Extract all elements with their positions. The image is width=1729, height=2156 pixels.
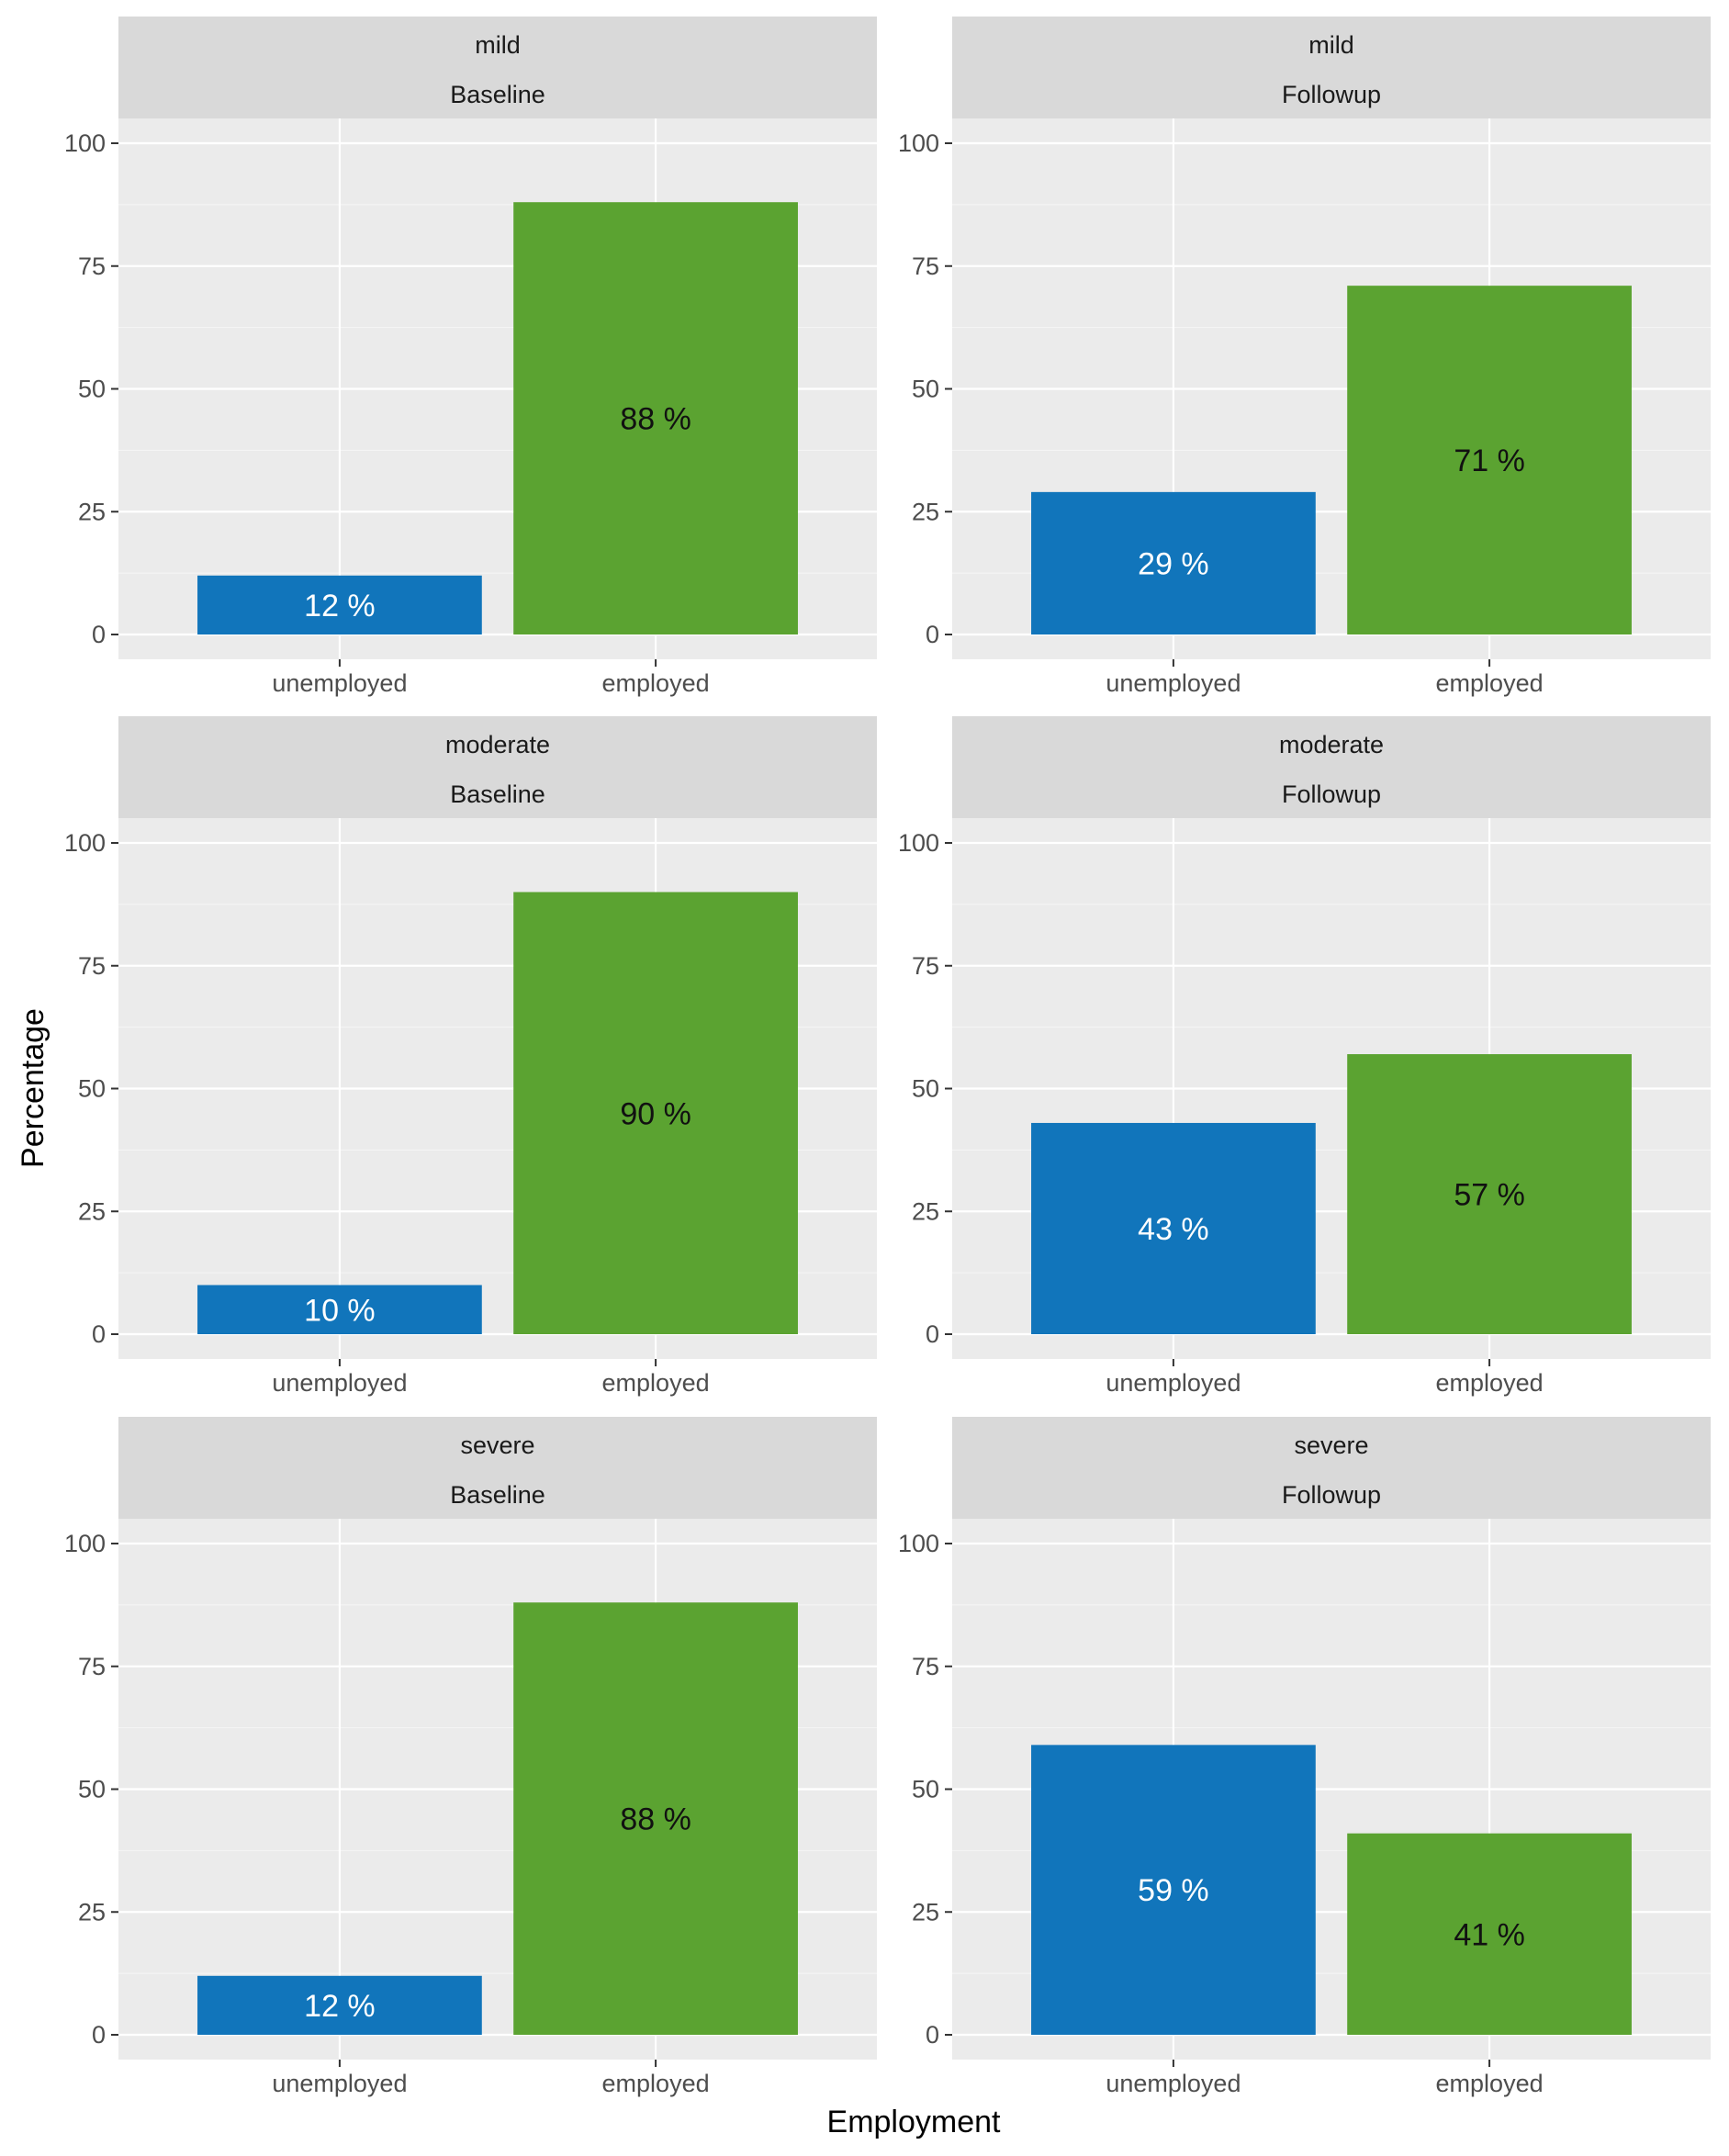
facet-strip-severity: severe	[460, 1432, 534, 1459]
facet-strip-severity: mild	[475, 31, 521, 59]
bar-data-label: 29 %	[1138, 546, 1209, 581]
x-tick-label: employed	[602, 2070, 710, 2097]
facet-strip	[952, 17, 1711, 118]
y-tick-label: 25	[78, 1197, 106, 1225]
bar-employed	[513, 202, 798, 634]
facet-panel-mild-baseline: mild Baseline 0 25 50 75 100 12 % unemployed 88 %…	[64, 17, 877, 697]
bar-data-label: 41 %	[1454, 1917, 1525, 1952]
bar-data-label: 59 %	[1138, 1873, 1209, 1908]
facet-strip-severity: severe	[1294, 1432, 1368, 1459]
y-tick-label: 100	[898, 829, 939, 857]
facet-panel-severe-baseline: severe Baseline 0 25 50 75 100 12 % unemployed 88…	[64, 1417, 877, 2097]
y-tick-label: 75	[912, 1653, 939, 1680]
x-tick-label: employed	[602, 669, 710, 697]
x-tick-label: unemployed	[1106, 669, 1241, 697]
x-tick-label: employed	[1436, 2070, 1544, 2097]
facet-strip-severity: moderate	[445, 731, 550, 758]
facet-strip-timepoint: Followup	[1282, 780, 1381, 808]
facet-strip-timepoint: Baseline	[450, 1481, 545, 1509]
y-tick-label: 50	[912, 1776, 939, 1803]
facet-strip	[952, 1417, 1711, 1519]
bar-data-label: 88 %	[620, 402, 691, 437]
y-tick-label: 50	[912, 1075, 939, 1103]
y-tick-label: 100	[64, 129, 106, 157]
y-tick-label: 75	[78, 952, 106, 980]
x-tick-label: unemployed	[272, 1369, 407, 1397]
facet-strip	[118, 716, 877, 818]
bar-employed	[1347, 286, 1632, 634]
y-tick-label: 0	[92, 1320, 106, 1348]
y-tick-label: 0	[926, 621, 939, 648]
y-tick-label: 25	[912, 1898, 939, 1926]
x-tick-label: employed	[602, 1369, 710, 1397]
bar-unemployed	[197, 1285, 482, 1334]
y-tick-label: 100	[898, 129, 939, 157]
facet-strip-timepoint: Baseline	[450, 780, 545, 808]
bar-employed	[513, 1602, 798, 2035]
x-tick-label: unemployed	[272, 669, 407, 697]
bar-unemployed	[1031, 1745, 1316, 2035]
bar-unemployed	[197, 1975, 482, 2035]
facet-panel-moderate-followup: moderate Followup 0 25 50 75 100 43 % unemployed…	[898, 716, 1711, 1397]
facet-panel-severe-followup: severe Followup 0 25 50 75 100 59 % unemployed 41…	[898, 1417, 1711, 2097]
y-tick-label: 75	[78, 253, 106, 280]
bar-employed	[1347, 1833, 1632, 2035]
y-tick-label: 100	[64, 1530, 106, 1557]
panels-layer: mild Baseline 0 25 50 75 100 12 % unemployed 88 %…	[64, 17, 1711, 2097]
bar-data-label: 71 %	[1454, 444, 1525, 478]
y-tick-label: 50	[78, 1075, 106, 1103]
bar-unemployed	[1031, 491, 1316, 634]
y-tick-label: 0	[926, 2021, 939, 2049]
facet-panel-moderate-baseline: moderate Baseline 0 25 50 75 100 10 % unemployed…	[64, 716, 877, 1397]
y-tick-label: 75	[912, 253, 939, 280]
bar-data-label: 12 %	[304, 1989, 376, 2024]
y-tick-label: 100	[64, 829, 106, 857]
bar-unemployed	[197, 575, 482, 634]
bar-unemployed	[1031, 1122, 1316, 1334]
facet-strip-severity: moderate	[1279, 731, 1384, 758]
bar-data-label: 12 %	[304, 589, 376, 623]
bar-data-label: 90 %	[620, 1096, 691, 1131]
facet-strip-timepoint: Followup	[1282, 81, 1381, 108]
bar-data-label: 10 %	[304, 1293, 376, 1328]
facet-strip-severity: mild	[1308, 31, 1354, 59]
y-tick-label: 100	[898, 1530, 939, 1557]
bar-data-label: 88 %	[620, 1802, 691, 1837]
y-tick-label: 25	[78, 1898, 106, 1926]
x-tick-label: unemployed	[1106, 1369, 1241, 1397]
bar-employed	[513, 892, 798, 1334]
x-tick-label: employed	[1436, 1369, 1544, 1397]
facet-panel-mild-followup: mild Followup 0 25 50 75 100 29 % unemployed 71 %…	[898, 17, 1711, 697]
y-tick-label: 0	[926, 1320, 939, 1348]
x-tick-label: employed	[1436, 669, 1544, 697]
facet-strip-timepoint: Baseline	[450, 81, 545, 108]
y-tick-label: 25	[912, 1197, 939, 1225]
y-axis-title: Percentage	[16, 1008, 51, 1168]
y-tick-label: 50	[78, 1776, 106, 1803]
facet-strip	[118, 17, 877, 118]
y-tick-label: 0	[92, 621, 106, 648]
facet-strip	[952, 716, 1711, 818]
x-tick-label: unemployed	[272, 2070, 407, 2097]
x-axis-title: Employment	[827, 2105, 1002, 2139]
y-tick-label: 75	[78, 1653, 106, 1680]
y-tick-label: 50	[912, 376, 939, 403]
y-tick-label: 25	[912, 498, 939, 525]
bar-data-label: 57 %	[1454, 1178, 1525, 1213]
bar-employed	[1347, 1054, 1632, 1334]
facet-strip-timepoint: Followup	[1282, 1481, 1381, 1509]
facet-strip	[118, 1417, 877, 1519]
bar-data-label: 43 %	[1138, 1212, 1209, 1247]
y-tick-label: 75	[912, 952, 939, 980]
y-tick-label: 25	[78, 498, 106, 525]
y-tick-label: 0	[92, 2021, 106, 2049]
y-tick-label: 50	[78, 376, 106, 403]
x-tick-label: unemployed	[1106, 2070, 1241, 2097]
